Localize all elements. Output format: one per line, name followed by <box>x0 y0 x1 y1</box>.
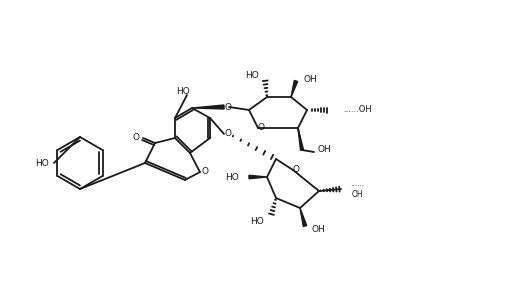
Text: ......OH: ......OH <box>343 105 372 115</box>
Text: O: O <box>292 166 300 175</box>
Text: HO: HO <box>225 173 239 181</box>
Polygon shape <box>300 208 307 226</box>
Polygon shape <box>291 81 298 97</box>
Text: HO: HO <box>176 86 190 96</box>
Text: HO: HO <box>245 71 259 79</box>
Text: OH: OH <box>312 226 326 234</box>
Text: ......
OH: ...... OH <box>350 179 364 199</box>
Polygon shape <box>249 175 267 179</box>
Text: O: O <box>225 103 231 113</box>
Text: HO: HO <box>35 159 49 168</box>
Polygon shape <box>192 105 224 109</box>
Text: O: O <box>201 166 209 176</box>
Text: O: O <box>133 134 139 142</box>
Text: O: O <box>258 124 265 132</box>
Polygon shape <box>298 128 303 150</box>
Text: OH: OH <box>303 74 317 84</box>
Text: HO: HO <box>250 217 264 226</box>
Text: O: O <box>225 130 231 139</box>
Text: OH: OH <box>317 146 331 154</box>
